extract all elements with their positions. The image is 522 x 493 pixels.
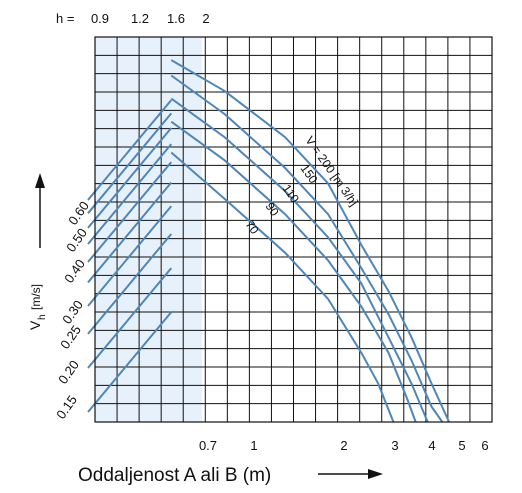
plot-frame xyxy=(94,36,493,423)
series-curve-3 xyxy=(170,120,417,423)
x-axis-label: Oddaljenost A ali B (m) xyxy=(78,465,271,486)
fan-line-0 xyxy=(87,99,173,201)
series-curves xyxy=(170,59,451,423)
top-tick-0: 0.9 xyxy=(91,11,109,26)
fan-line-2 xyxy=(87,127,173,229)
fan-line-6 xyxy=(87,205,173,307)
series-curve-0 xyxy=(170,59,451,423)
fan-line-1 xyxy=(87,112,173,214)
top-tick-3: 2 xyxy=(202,11,209,26)
fan-line-5 xyxy=(87,181,173,284)
y-arrow-head-icon xyxy=(35,173,45,188)
left-fan-lines xyxy=(87,99,173,413)
x-tick-0: 0.7 xyxy=(199,438,217,453)
y-axis-label-group: V h [m/s] xyxy=(27,284,48,330)
y-tick-1: 0.50 xyxy=(63,225,90,254)
x-tick-5: 5 xyxy=(458,438,465,453)
series-curve-4 xyxy=(170,151,395,423)
x-tick-4: 4 xyxy=(428,438,435,453)
x-axis: 0.7 1 2 3 4 5 6 Oddaljenost A ali B (m) xyxy=(78,438,489,486)
top-axis-prefix: h = xyxy=(56,11,74,26)
series-curve-1 xyxy=(170,74,444,423)
series-label-90: 90 xyxy=(263,200,282,219)
y-axis-label-subscript: h xyxy=(37,314,48,320)
fan-line-3 xyxy=(87,143,173,245)
y-tick-5: 0.20 xyxy=(55,357,82,386)
fan-line-4 xyxy=(87,161,173,263)
grid xyxy=(95,37,492,422)
y-tick-6: 0.15 xyxy=(53,392,80,421)
y-tick-4: 0.25 xyxy=(57,322,84,351)
y-axis: 0.60 0.50 0.40 0.30 0.25 0.20 0.15 V h [… xyxy=(27,173,92,422)
fan-line-9 xyxy=(87,311,173,413)
fan-line-8 xyxy=(87,267,173,369)
x-tick-2: 2 xyxy=(340,438,347,453)
x-tick-3: 3 xyxy=(391,438,398,453)
x-arrow-head-icon xyxy=(368,469,383,479)
y-tick-3: 0.30 xyxy=(59,297,86,326)
y-axis-label: V xyxy=(27,320,43,330)
series-curve-2 xyxy=(170,97,429,423)
top-tick-1: 1.2 xyxy=(131,11,149,26)
x-tick-6: 6 xyxy=(481,438,488,453)
y-axis-label-unit: [m/s] xyxy=(29,284,43,310)
fan-line-7 xyxy=(87,233,173,335)
top-axis: h = 0.9 1.2 1.6 2 xyxy=(56,11,210,26)
top-tick-2: 1.6 xyxy=(167,11,185,26)
shaded-h-region xyxy=(95,37,202,422)
y-tick-2: 0.40 xyxy=(61,256,88,285)
x-tick-1: 1 xyxy=(250,438,257,453)
